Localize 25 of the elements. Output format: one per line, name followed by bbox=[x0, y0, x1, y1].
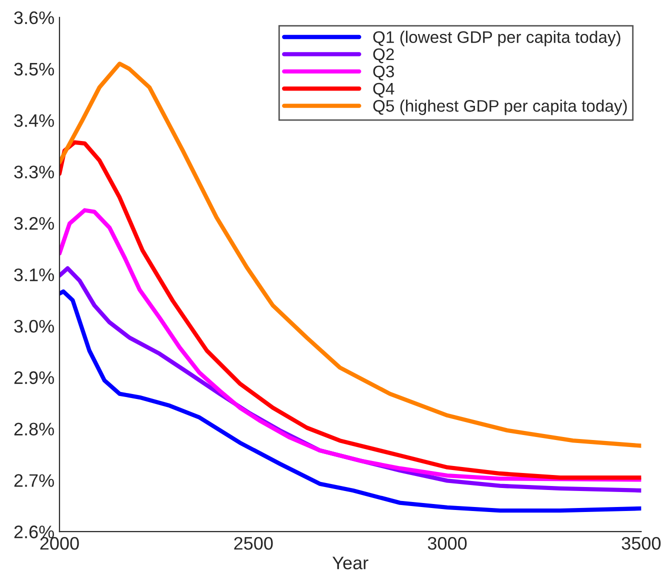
y-tick-label: 3.1% bbox=[14, 268, 54, 282]
y-tick-label: 3.4% bbox=[14, 114, 54, 127]
x-tick-label: 2000 bbox=[40, 536, 79, 550]
x-axis-title: Year bbox=[332, 556, 368, 570]
y-tick-label: 3.2% bbox=[14, 217, 54, 230]
x-tick-label: 2500 bbox=[234, 536, 273, 550]
y-tick-label: 2.7% bbox=[14, 474, 54, 487]
x-tick-label: 3000 bbox=[428, 536, 467, 550]
line-series bbox=[59, 140, 642, 480]
y-tick-label: 2.6% bbox=[14, 526, 54, 538]
y-tick-label: 2.9% bbox=[14, 371, 54, 384]
legend-label: Q2 bbox=[373, 48, 394, 64]
line-series bbox=[59, 208, 642, 482]
legend-label: Q1 (lowest GDP per capita today) bbox=[373, 30, 620, 46]
line-series bbox=[59, 289, 642, 513]
y-tick-label: 3.6% bbox=[14, 11, 54, 24]
y-tick-label: 2.8% bbox=[14, 422, 54, 436]
legend-label: Q3 bbox=[373, 66, 394, 80]
line-series bbox=[59, 62, 642, 448]
legend-label: Q5 (highest GDP per capita today) bbox=[373, 100, 627, 116]
y-tick-label: 3.0% bbox=[14, 320, 54, 333]
y-tick-label: 3.5% bbox=[14, 62, 54, 76]
x-tick-label: 3500 bbox=[622, 536, 661, 550]
y-tick-label: 3.3% bbox=[14, 166, 54, 178]
legend-label: Q4 bbox=[373, 82, 394, 98]
